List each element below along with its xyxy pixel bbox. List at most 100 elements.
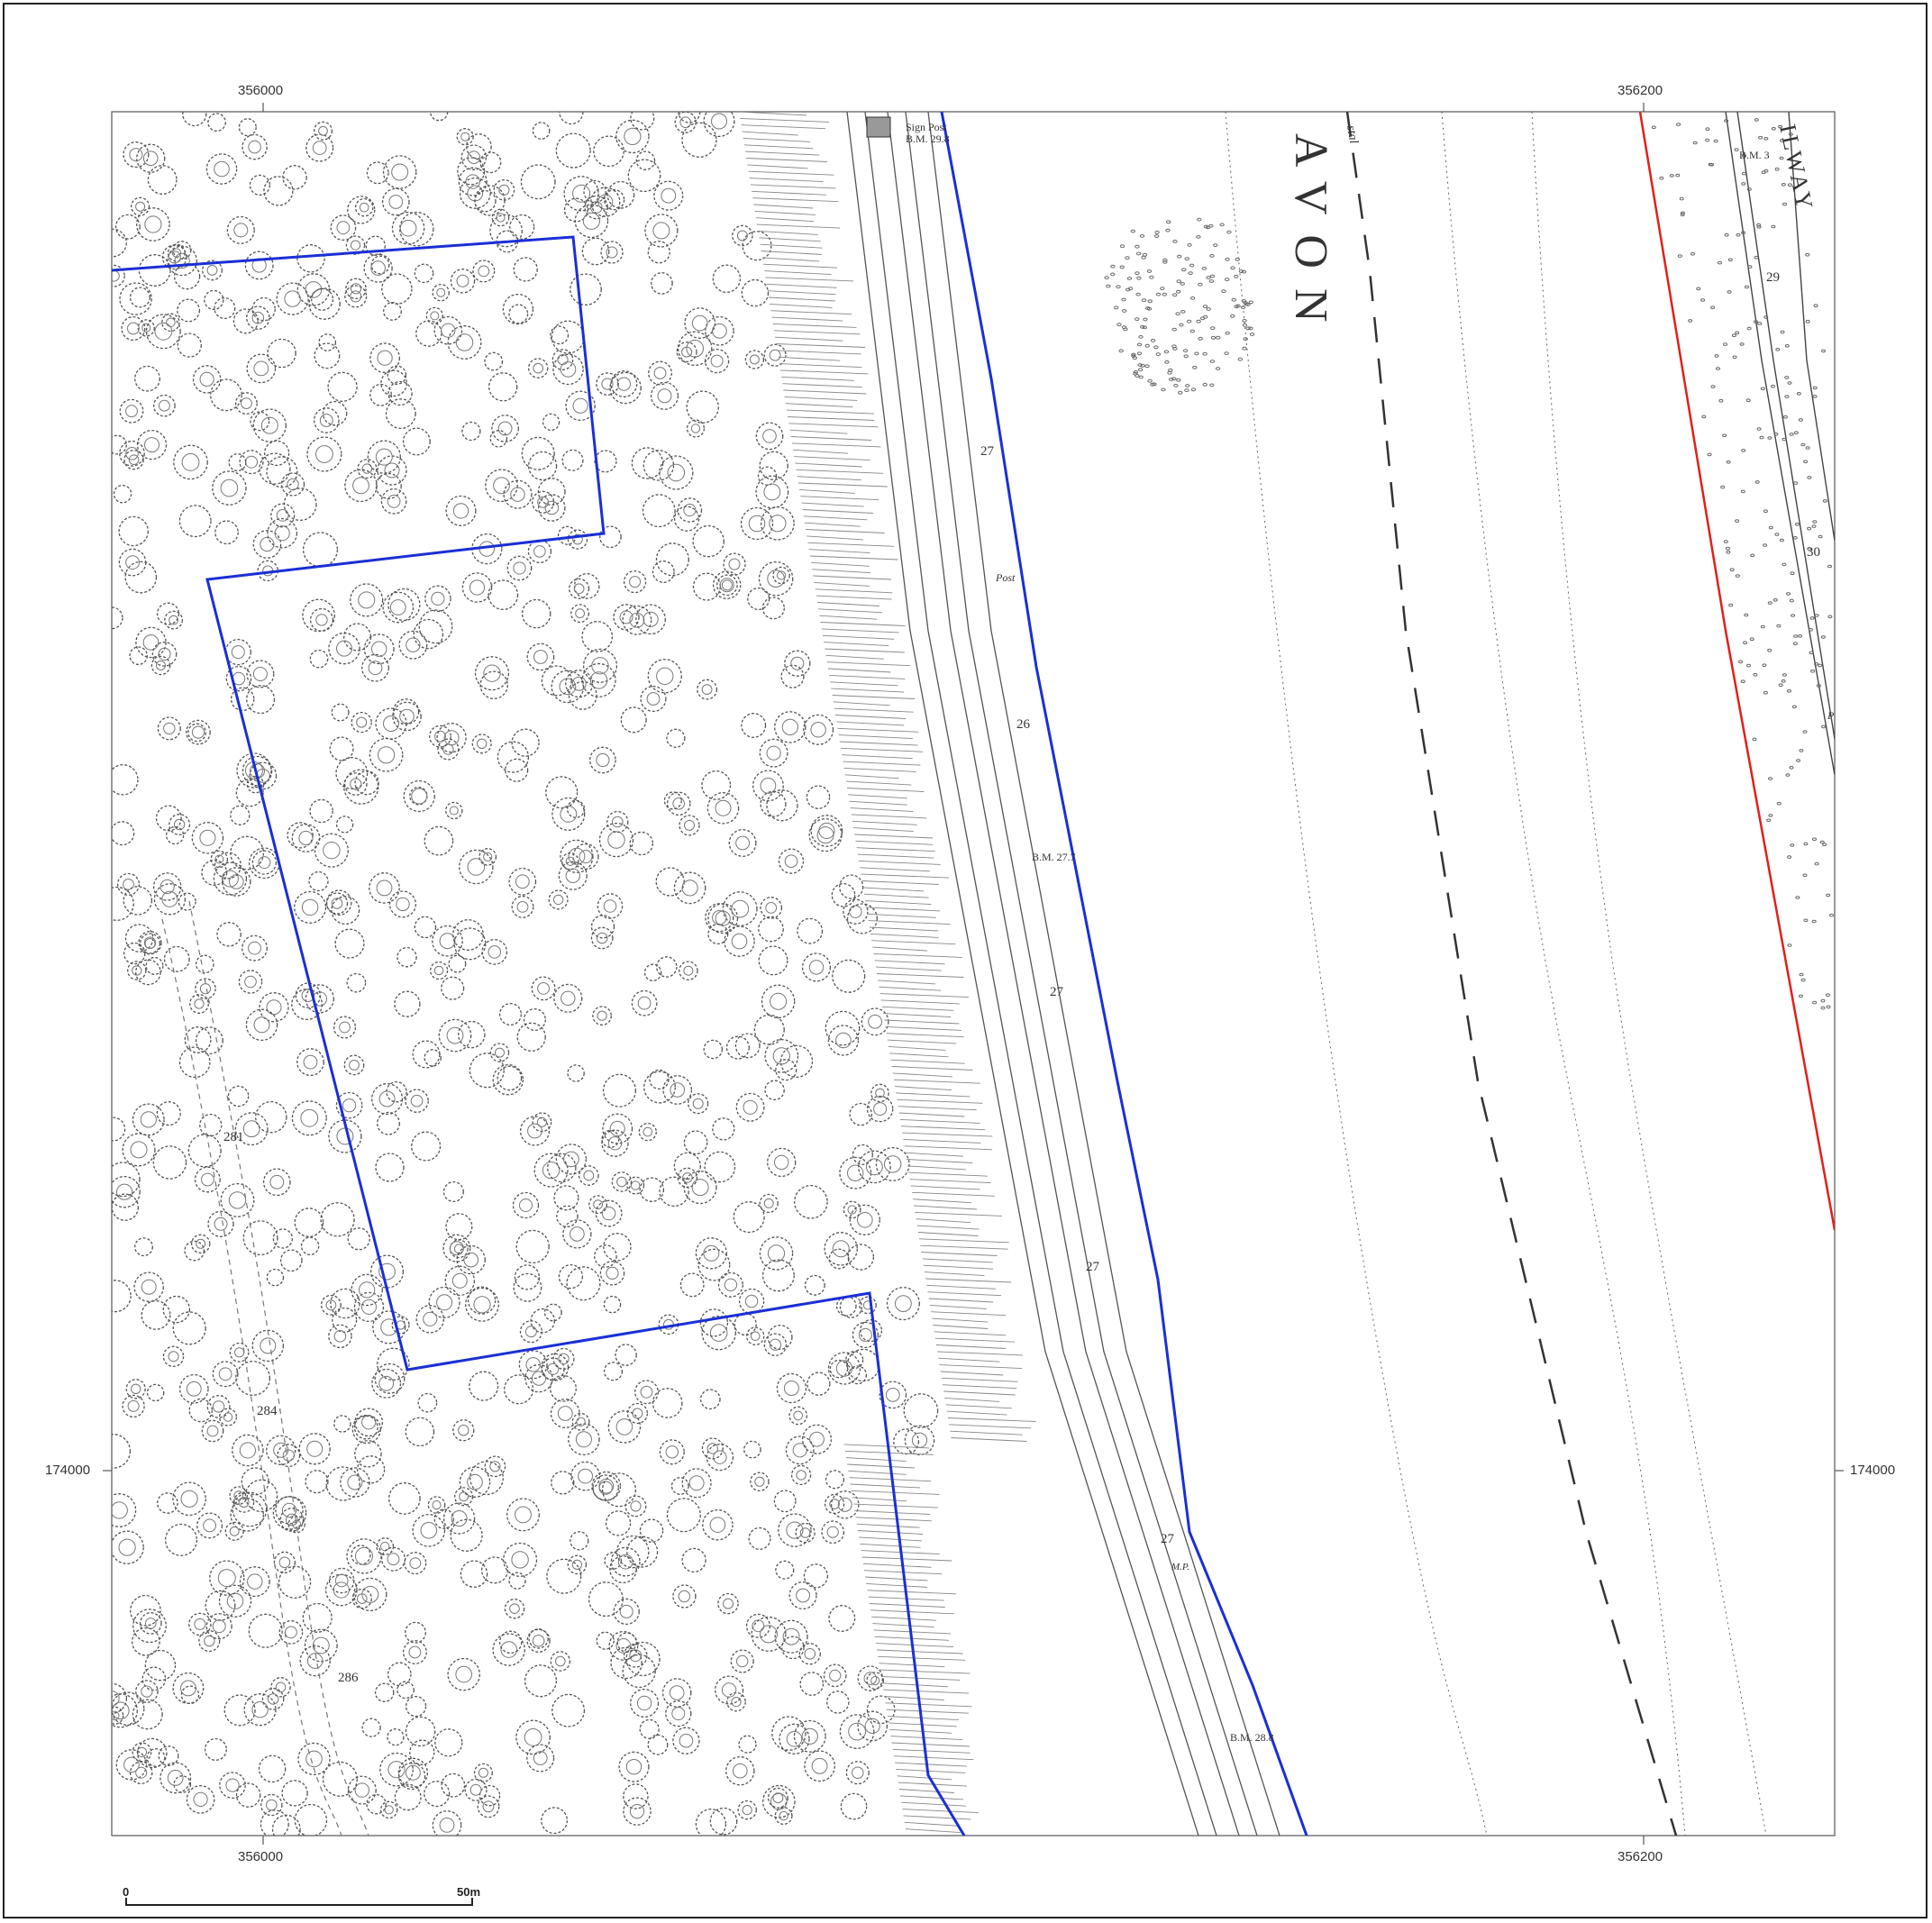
tree-symbol — [187, 1134, 222, 1168]
tree-symbol — [118, 515, 149, 547]
tree-symbol — [391, 1316, 410, 1335]
hachure-stroke — [826, 661, 911, 667]
tree-symbol — [584, 195, 608, 220]
tree-symbol — [146, 1383, 165, 1402]
stipple-dot — [1798, 418, 1803, 422]
hachure-stroke — [789, 429, 848, 434]
tree-symbol — [803, 714, 834, 745]
stipple-dot — [1189, 329, 1196, 333]
tree-symbol — [437, 738, 460, 761]
tree-symbol — [201, 860, 228, 886]
tree-symbol — [411, 1131, 442, 1162]
tree-symbol — [742, 231, 772, 261]
tree-symbol-inner — [286, 1513, 298, 1527]
hachure-stroke — [800, 496, 879, 501]
tree-symbol — [686, 419, 706, 438]
tree-symbol-inner — [603, 899, 617, 913]
tree-symbol — [255, 1100, 287, 1134]
tree-symbol-inner — [477, 738, 488, 749]
tree-symbol — [328, 1119, 362, 1153]
tree-symbol-inner — [214, 160, 230, 178]
tree-symbol-inner — [161, 890, 178, 907]
tree-symbol — [351, 711, 372, 734]
tree-symbol-inner — [847, 1205, 857, 1215]
tree-symbol — [157, 716, 181, 741]
tree-symbol — [365, 235, 386, 256]
tree-symbol — [112, 606, 123, 630]
tree-symbol — [328, 1567, 355, 1594]
tree-symbol — [758, 560, 794, 597]
tree-symbol — [354, 197, 374, 217]
tree-symbol — [428, 1286, 460, 1318]
bench-mark-label-4: B.M. 3 — [1739, 149, 1770, 161]
hachure-stroke — [947, 1417, 1036, 1422]
hachure-stroke — [899, 1795, 964, 1800]
stipple-dot — [1794, 523, 1800, 526]
tree-symbol — [616, 1535, 650, 1569]
tree-symbol-inner — [458, 1425, 469, 1436]
tree-symbol — [781, 1636, 805, 1660]
tree-symbol — [459, 177, 491, 209]
tree-symbol-inner — [709, 1324, 728, 1342]
tree-symbol-inner — [423, 1311, 438, 1326]
stipple-dot — [1829, 913, 1834, 917]
tree-symbol — [442, 1502, 476, 1535]
tree-symbol-inner — [772, 1792, 784, 1804]
tree-symbol-inner — [779, 1810, 788, 1821]
tree-symbol — [329, 736, 354, 761]
tree-symbol — [204, 1737, 227, 1761]
tree-symbol — [458, 167, 488, 196]
hachure-stroke — [840, 747, 924, 752]
tree-symbol-inner — [607, 1136, 623, 1151]
hachure-stroke — [886, 1033, 964, 1038]
tree-symbol — [541, 665, 572, 697]
tree-symbol — [112, 1162, 141, 1198]
tree-symbol — [542, 413, 560, 432]
tree-symbol — [647, 1734, 669, 1755]
tree-symbol — [188, 1612, 212, 1636]
stipple-dot — [1820, 1006, 1826, 1010]
tree-symbol-inner — [349, 1060, 360, 1071]
tree-symbol — [761, 1259, 795, 1292]
tree-symbol — [582, 648, 618, 683]
tree-symbol — [186, 719, 211, 745]
hachure-stroke — [880, 1675, 961, 1681]
tree-symbol — [903, 1393, 939, 1428]
stipple-dot — [1241, 299, 1247, 303]
hachure-stroke — [881, 1006, 954, 1011]
tree-symbol — [467, 1286, 497, 1315]
hachure-stroke — [774, 336, 843, 342]
tree-symbol — [417, 1392, 438, 1413]
tree-symbol-inner — [433, 965, 444, 976]
tree-symbol — [810, 815, 843, 847]
tree-symbol-inner — [601, 1206, 616, 1221]
tree-symbol — [852, 1321, 879, 1349]
stipple-dot — [1221, 289, 1226, 294]
hachure-stroke — [945, 1404, 1012, 1409]
tree-symbol — [565, 390, 596, 422]
tree-symbol-inner — [835, 1032, 852, 1049]
tree-symbol — [659, 1176, 689, 1208]
hachure-stroke — [879, 1669, 971, 1674]
tree-symbol — [351, 1273, 383, 1307]
tree-symbol-inner — [350, 283, 362, 295]
tree-symbol — [537, 478, 566, 506]
tree-symbol — [396, 946, 417, 968]
tree-symbol — [755, 422, 784, 451]
stipple-dot — [1763, 543, 1768, 547]
tree-symbol-inner — [769, 515, 787, 533]
tree-symbol-inner — [681, 346, 693, 358]
tree-symbol — [801, 1424, 833, 1454]
tree-symbol — [764, 1080, 785, 1101]
tree-symbol — [157, 1492, 178, 1514]
tree-symbol — [372, 1310, 406, 1344]
hachure-stroke — [819, 615, 878, 620]
tree-symbol-inner — [597, 1010, 607, 1021]
tree-symbol-inner — [671, 1707, 686, 1721]
hachure-stroke — [779, 363, 862, 369]
tree-symbol — [228, 453, 247, 472]
hachure-stroke — [845, 1457, 907, 1463]
tree-symbol — [551, 1471, 575, 1495]
hachure-stroke — [891, 1742, 970, 1747]
